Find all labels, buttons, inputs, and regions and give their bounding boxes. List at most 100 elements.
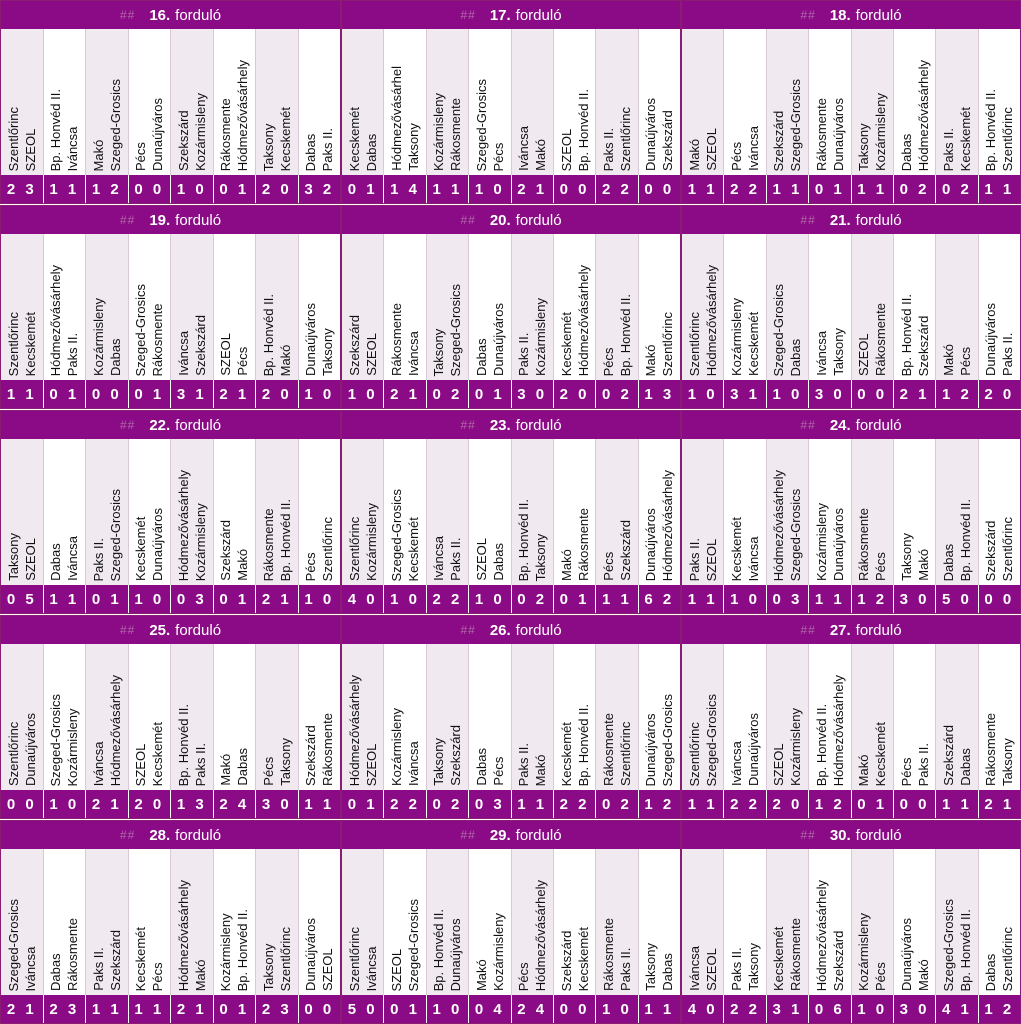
match-teams: Szekszárd Szentlőrinc	[982, 517, 1016, 581]
match-score: 2 4	[512, 995, 554, 1023]
match-score: 1 0	[427, 995, 470, 1023]
match-list: Makó SZEOL Pécs Iváncsa Szekszárd Szeged-Gros…	[682, 29, 1020, 175]
away-team: Paks II.	[1000, 332, 1016, 376]
home-team: Iváncsa	[175, 331, 191, 376]
away-team: Dunaújváros	[150, 98, 166, 171]
home-team: Kecskemét	[558, 311, 574, 376]
match-teams: Bp. Honvéd II. Makó	[260, 294, 294, 376]
round-number: 23.	[489, 416, 511, 434]
match-score: 1 0	[44, 790, 86, 818]
away-team: Szeged-Grosics	[660, 693, 676, 786]
home-team: Rákosmente	[218, 98, 234, 171]
home-team: Kozármisleny	[90, 297, 106, 376]
match-cell: Iváncsa Szekszárd	[171, 234, 214, 380]
match-score: 1 3	[171, 790, 214, 818]
match-teams: Taksony Szekszárd	[430, 725, 464, 786]
home-team: Szeged-Grosics	[48, 693, 64, 786]
round-header-hash: ##	[460, 828, 476, 842]
home-team: Hódmezővásárhely	[346, 674, 362, 786]
match-cell: Kecskemét Iváncsa	[724, 439, 767, 585]
away-team: Dunaújváros	[830, 508, 846, 581]
away-team: Pécs	[490, 142, 506, 171]
match-score: 1 1	[984, 180, 1015, 198]
match-teams: Rákosmente Hódmezővásárhely	[217, 60, 251, 171]
home-team: Makó	[90, 139, 106, 171]
match-score: 2 1	[384, 380, 427, 408]
match-cell: Makó Kecskemét	[851, 644, 894, 790]
home-team: Iváncsa	[516, 126, 532, 171]
match-score: 2 1	[256, 585, 299, 613]
away-team: Dabas	[490, 543, 506, 581]
away-team: Hódmezővásárhely	[533, 879, 549, 991]
match-cell: Szeged-Grosics Rákosmente	[129, 234, 171, 380]
match-cell: Dabas Paks II.	[299, 29, 341, 175]
match-cell: Szentlőrinc Dunaújváros	[1, 644, 44, 790]
match-cell: Dunaújváros Szekszárd	[639, 29, 680, 175]
round-label: forduló	[175, 826, 222, 844]
round-number: 26.	[489, 621, 511, 639]
match-teams: Dabas Hódmezővásárhely	[898, 60, 932, 171]
away-team: Kozármisleny	[192, 92, 208, 171]
match-teams: Taksony Dabas	[642, 943, 676, 991]
round-header: ## 19. forduló	[1, 206, 340, 234]
away-team: Iváncsa	[406, 331, 422, 376]
match-score: 2 0	[256, 175, 299, 203]
match-teams: Szekszárd Rákosmente	[302, 713, 336, 786]
round-header: ## 25. forduló	[1, 616, 340, 644]
match-score: 3 0	[256, 790, 299, 818]
match-score: 1 0	[469, 175, 512, 203]
match-cell: Kozármisleny Kecskemét	[724, 234, 767, 380]
round-table: ## 18. forduló Makó SZEOL Pécs Iváncsa Szekszár…	[681, 0, 1021, 204]
match-cell: Iváncsa Paks II.	[426, 439, 470, 585]
away-team: Rákosmente	[788, 918, 804, 991]
match-teams: Iváncsa Hódmezővásárhely	[90, 675, 124, 786]
match-teams: Iváncsa Paks II.	[430, 536, 464, 581]
away-team: Kecskemét	[746, 311, 762, 376]
away-team: Makó	[277, 344, 293, 376]
away-team: Rákosmente	[65, 918, 81, 991]
round-label: forduló	[855, 826, 902, 844]
home-team: Dabas	[48, 953, 64, 991]
match-score: 2 3	[256, 995, 299, 1023]
match-cell: Hódmezővásárhely Paks II.	[44, 234, 86, 380]
away-team: Kozármisleny	[788, 707, 804, 786]
match-cell: Iváncsa SZEOL	[682, 849, 725, 995]
match-cell: Hódmezővásárhely Makó	[171, 849, 214, 995]
match-cell: Pécs Szentlőrinc	[299, 439, 341, 585]
away-team: Szekszárd	[617, 520, 633, 581]
match-cell: Hódmezővásárhely Szeged-Grosics	[766, 439, 810, 585]
match-cell: Szentlőrinc Iváncsa	[342, 849, 385, 995]
home-team: Kecskemét	[133, 926, 149, 991]
match-score: 0 1	[809, 175, 852, 203]
home-team: Taksony	[5, 533, 21, 581]
match-list: Iváncsa SZEOL Paks II. Taksony Kecskemét Ráko…	[682, 849, 1020, 995]
match-score: 0 2	[512, 585, 554, 613]
match-teams: Szeged-Grosics Kecskemét	[388, 489, 422, 581]
match-cell: Bp. Honvéd II. Szekszárd	[894, 234, 937, 380]
match-cell: Taksony Szekszárd	[426, 644, 470, 790]
away-team: SZEOL	[363, 743, 379, 786]
match-teams: Kozármisleny Dunaújváros	[813, 503, 847, 581]
home-team: SZEOL	[771, 743, 787, 786]
match-cell: Makó SZEOL	[682, 29, 725, 175]
away-team: Dunaújváros	[746, 713, 762, 786]
home-team: Makó	[686, 139, 702, 171]
away-team: Pécs	[150, 962, 166, 991]
match-score: 2 2	[427, 585, 470, 613]
match-teams: Kozármisleny Bp. Honvéd II.	[217, 909, 251, 991]
away-team: Dabas	[957, 748, 973, 786]
match-cell: SZEOL Bp. Honvéd II.	[554, 29, 597, 175]
match-score: 2 2	[384, 790, 427, 818]
match-teams: Szentlőrinc Kozármisleny	[346, 503, 380, 581]
round-header-hash: ##	[800, 213, 816, 227]
home-team: Dabas	[473, 748, 489, 786]
home-team: Dunaújváros	[643, 98, 659, 171]
round-header: ## 28. forduló	[1, 821, 340, 849]
match-cell: Kozármisleny Rákosmente	[426, 29, 470, 175]
home-team: SZEOL	[473, 538, 489, 581]
away-team: Makó	[915, 959, 931, 991]
match-cell: Dabas Dunaújváros	[469, 234, 512, 380]
match-score: 1 1	[644, 1000, 675, 1018]
